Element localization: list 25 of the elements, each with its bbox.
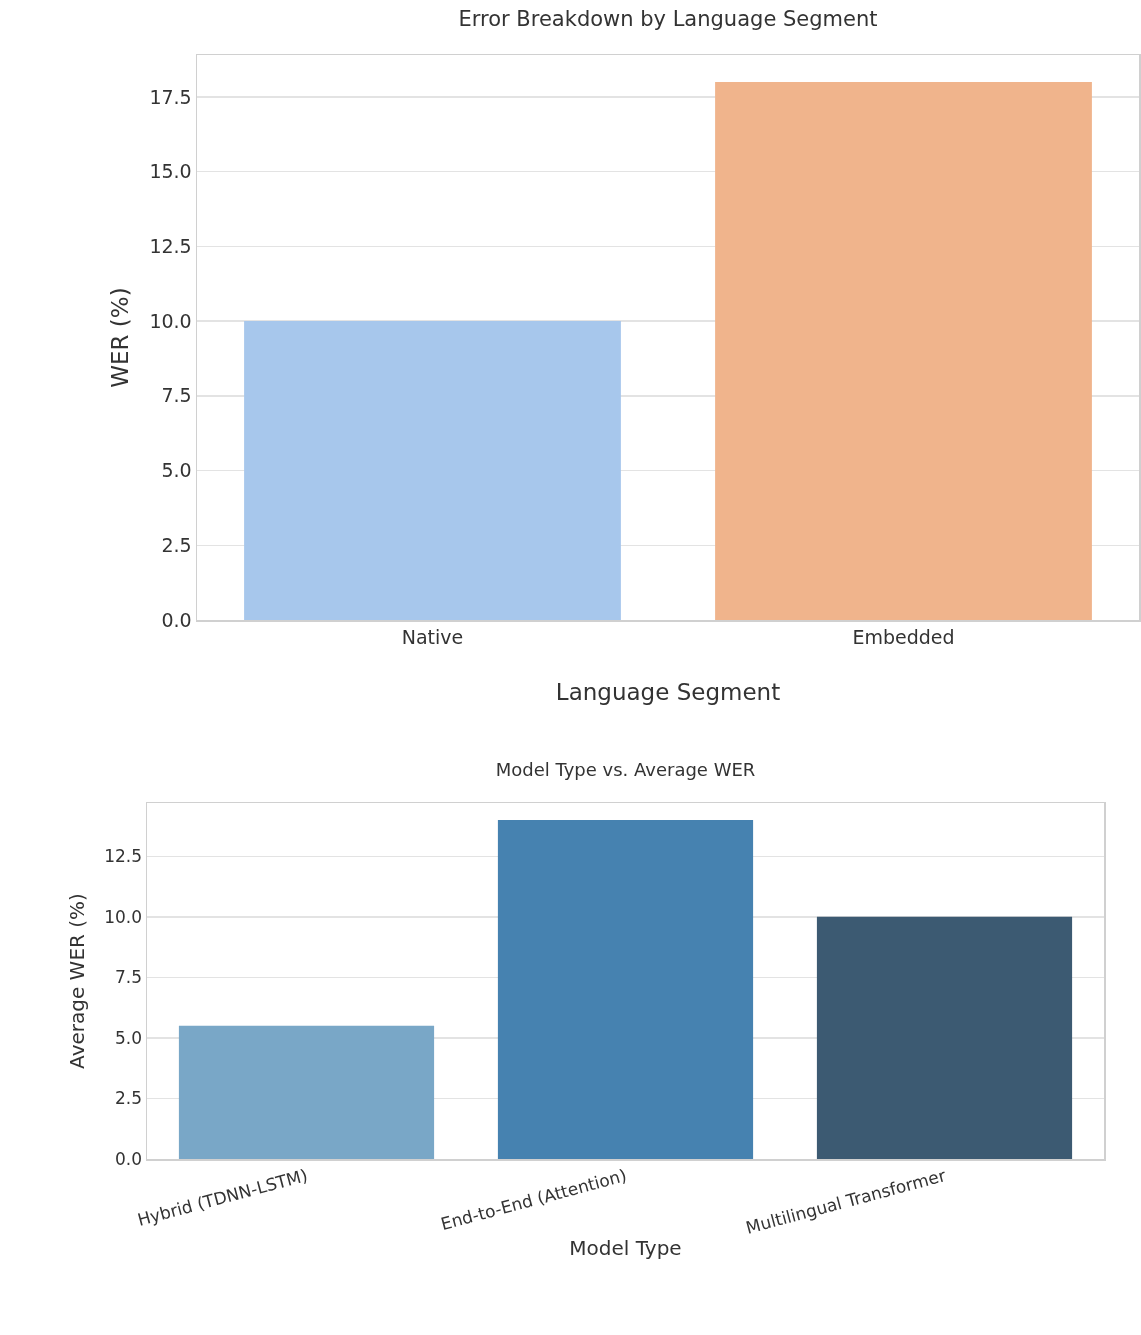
y-tick-label: 7.5 [161, 384, 192, 407]
y-axis-title: Average WER (%) [64, 893, 89, 1069]
y-tick-label: 2.5 [115, 1088, 143, 1109]
x-axis-title: Model Type [569, 1236, 682, 1261]
y-tick-label: 7.5 [115, 967, 143, 988]
y-tick-label: 17.5 [149, 85, 192, 108]
y-axis-title: WER (%) [107, 287, 134, 388]
y-tick-label: 0.0 [161, 608, 192, 631]
x-tick-label: Embedded [852, 626, 955, 649]
y-tick-label: 12.5 [149, 234, 192, 257]
chart-title: Model Type vs. Average WER [495, 758, 756, 780]
x-tick-label: Native [401, 626, 464, 649]
bar [497, 819, 754, 1159]
y-tick-label: 15.0 [149, 160, 192, 183]
y-tick-label: 10.0 [149, 309, 192, 332]
y-tick-label: 2.5 [161, 533, 192, 556]
y-tick-label: 12.5 [104, 846, 143, 867]
bar [178, 1025, 435, 1159]
y-tick-label: 5.0 [115, 1027, 143, 1048]
x-axis-title: Language Segment [555, 678, 781, 705]
y-tick-label: 10.0 [104, 906, 143, 927]
chart-title: Error Breakdown by Language Segment [458, 6, 878, 31]
y-tick-label: 0.0 [115, 1148, 143, 1169]
y-tick-label: 5.0 [161, 459, 192, 482]
bar [816, 916, 1073, 1159]
